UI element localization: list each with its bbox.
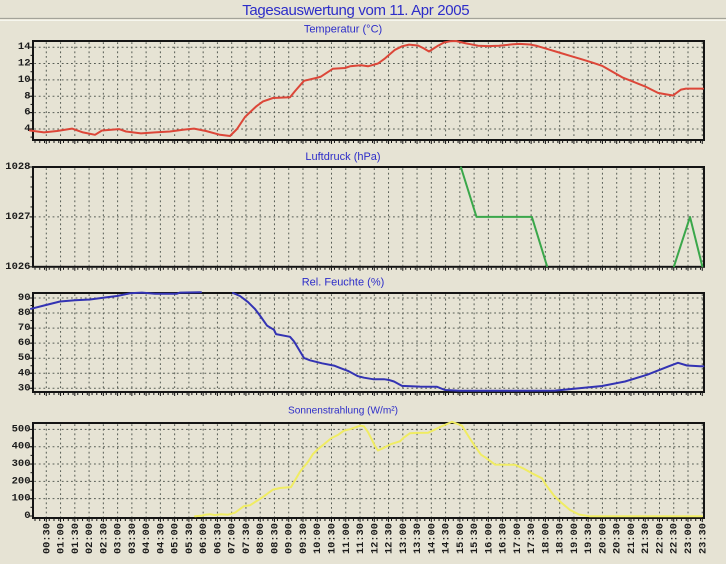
- svg-text:07:00: 07:00: [227, 523, 239, 554]
- svg-text:10:30: 10:30: [327, 523, 339, 554]
- svg-text:11:30: 11:30: [355, 523, 367, 554]
- svg-text:01:30: 01:30: [70, 523, 82, 554]
- svg-text:01:00: 01:00: [56, 523, 68, 554]
- svg-text:60: 60: [18, 337, 31, 349]
- svg-text:4: 4: [24, 123, 30, 135]
- svg-text:08:00: 08:00: [255, 523, 267, 554]
- svg-text:04:30: 04:30: [155, 523, 167, 554]
- svg-text:6: 6: [24, 107, 30, 119]
- svg-text:07:30: 07:30: [241, 523, 253, 554]
- svg-text:14:00: 14:00: [426, 523, 438, 554]
- svg-text:14: 14: [18, 41, 31, 53]
- svg-text:500: 500: [12, 423, 31, 435]
- svg-text:03:30: 03:30: [127, 523, 139, 554]
- svg-text:15:30: 15:30: [469, 523, 481, 554]
- svg-text:18:30: 18:30: [555, 523, 567, 554]
- svg-text:21:00: 21:00: [626, 523, 638, 554]
- svg-text:03:00: 03:00: [113, 523, 125, 554]
- svg-text:12:00: 12:00: [369, 523, 381, 554]
- svg-text:00:30: 00:30: [41, 523, 53, 554]
- svg-text:08:30: 08:30: [269, 523, 281, 554]
- svg-text:16:30: 16:30: [498, 523, 510, 554]
- svg-text:09:30: 09:30: [298, 523, 310, 554]
- svg-text:19:30: 19:30: [583, 523, 595, 554]
- svg-text:50: 50: [18, 352, 31, 364]
- svg-text:Tagesauswertung vom 11. Apr 20: Tagesauswertung vom 11. Apr 2005: [242, 2, 469, 19]
- svg-text:05:00: 05:00: [170, 523, 182, 554]
- svg-text:16:00: 16:00: [483, 523, 495, 554]
- svg-text:12:30: 12:30: [384, 523, 396, 554]
- svg-text:09:00: 09:00: [284, 523, 296, 554]
- svg-text:20:30: 20:30: [612, 523, 624, 554]
- svg-text:70: 70: [18, 322, 31, 334]
- svg-text:06:30: 06:30: [212, 523, 224, 554]
- svg-text:13:00: 13:00: [398, 523, 410, 554]
- svg-text:300: 300: [12, 458, 31, 470]
- svg-text:90: 90: [18, 292, 31, 304]
- svg-text:19:00: 19:00: [569, 523, 581, 554]
- svg-text:22:30: 22:30: [669, 523, 681, 554]
- svg-text:10: 10: [18, 74, 31, 86]
- svg-text:200: 200: [12, 475, 31, 487]
- svg-text:04:00: 04:00: [141, 523, 153, 554]
- svg-text:400: 400: [12, 441, 31, 453]
- svg-text:20:00: 20:00: [597, 523, 609, 554]
- svg-text:17:00: 17:00: [512, 523, 524, 554]
- svg-text:12: 12: [18, 58, 31, 70]
- svg-text:23:30: 23:30: [697, 523, 709, 554]
- svg-text:02:30: 02:30: [98, 523, 110, 554]
- svg-text:14:30: 14:30: [441, 523, 453, 554]
- svg-text:06:00: 06:00: [198, 523, 210, 554]
- svg-text:02:00: 02:00: [84, 523, 96, 554]
- svg-text:21:30: 21:30: [640, 523, 652, 554]
- svg-text:1028: 1028: [5, 161, 30, 173]
- svg-text:1027: 1027: [5, 211, 30, 223]
- svg-text:05:30: 05:30: [184, 523, 196, 554]
- svg-text:100: 100: [12, 493, 31, 505]
- svg-text:40: 40: [18, 367, 31, 379]
- svg-text:18:00: 18:00: [540, 523, 552, 554]
- svg-text:10:00: 10:00: [312, 523, 324, 554]
- svg-text:8: 8: [24, 90, 30, 102]
- svg-text:23:00: 23:00: [683, 523, 695, 554]
- svg-text:0: 0: [24, 510, 30, 522]
- svg-text:17:30: 17:30: [526, 523, 538, 554]
- svg-text:30: 30: [18, 382, 31, 394]
- svg-text:Rel. Feuchte (%): Rel. Feuchte (%): [302, 276, 385, 288]
- svg-text:22:00: 22:00: [654, 523, 666, 554]
- svg-text:13:30: 13:30: [412, 523, 424, 554]
- svg-text:80: 80: [18, 307, 31, 319]
- svg-text:Temperatur (°C): Temperatur (°C): [304, 24, 382, 36]
- svg-text:15:00: 15:00: [455, 523, 467, 554]
- svg-text:1026: 1026: [5, 261, 30, 273]
- svg-text:Sonnenstrahlung (W/m²): Sonnenstrahlung (W/m²): [288, 406, 398, 417]
- svg-text:Luftdruck (hPa): Luftdruck (hPa): [305, 151, 380, 163]
- svg-text:11:00: 11:00: [341, 523, 353, 554]
